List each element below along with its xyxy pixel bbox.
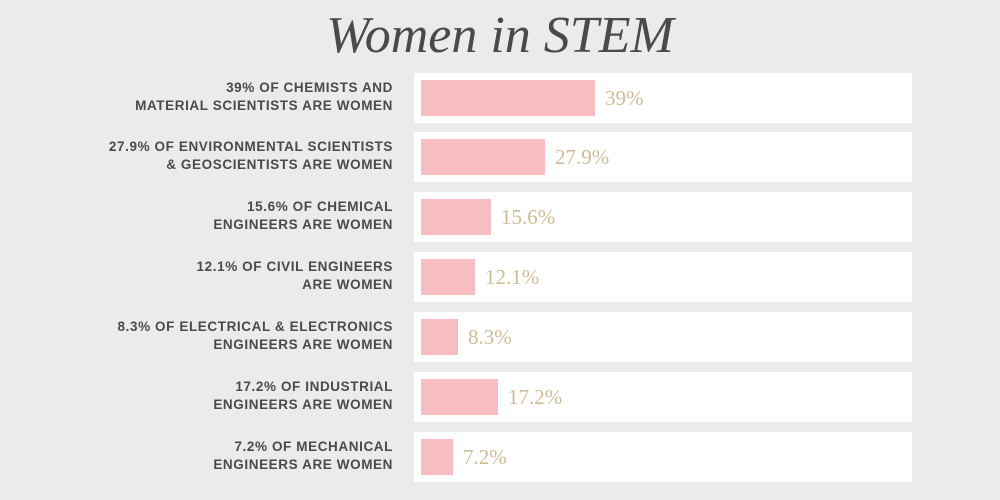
bar-track: 8.3% bbox=[414, 312, 912, 362]
category-label: 8.3% OF ELECTRICAL & ELECTRONICS ENGINEER… bbox=[13, 318, 393, 354]
bar bbox=[421, 439, 453, 475]
category-label: 27.9% OF ENVIRONMENTAL SCIENTISTS & GEOSC… bbox=[13, 138, 393, 174]
category-label-line: 8.3% OF ELECTRICAL & ELECTRONICS bbox=[117, 319, 393, 334]
chart-row: 7.2% OF MECHANICAL ENGINEERS ARE WOMEN 7.2… bbox=[0, 432, 1000, 482]
value-label: 12.1% bbox=[485, 265, 540, 289]
category-label-line: ENGINEERS ARE WOMEN bbox=[213, 397, 393, 412]
bar bbox=[421, 319, 458, 355]
chart-row: 8.3% OF ELECTRICAL & ELECTRONICS ENGINEER… bbox=[0, 312, 1000, 362]
bar bbox=[421, 259, 475, 295]
category-label-line: 27.9% OF ENVIRONMENTAL SCIENTISTS bbox=[108, 139, 393, 154]
category-label-line: 17.2% OF INDUSTRIAL bbox=[235, 379, 393, 394]
bar bbox=[421, 199, 491, 235]
chart-row: 39% OF CHEMISTS AND MATERIAL SCIENTISTS A… bbox=[0, 73, 1000, 123]
bar-track: 39% bbox=[414, 73, 912, 123]
value-label: 27.9% bbox=[555, 145, 610, 169]
chart-row: 12.1% OF CIVIL ENGINEERS ARE WOMEN 12.1% bbox=[0, 252, 1000, 302]
value-label: 17.2% bbox=[508, 385, 563, 409]
chart-row: 15.6% OF CHEMICAL ENGINEERS ARE WOMEN 15.6… bbox=[0, 192, 1000, 242]
bar-track: 15.6% bbox=[414, 192, 912, 242]
category-label-line: 7.2% OF MECHANICAL bbox=[234, 439, 393, 454]
category-label: 17.2% OF INDUSTRIAL ENGINEERS ARE WOMEN bbox=[13, 378, 393, 414]
bar-track: 7.2% bbox=[414, 432, 912, 482]
category-label-line: ENGINEERS ARE WOMEN bbox=[213, 457, 393, 472]
bar bbox=[421, 139, 545, 175]
category-label: 12.1% OF CIVIL ENGINEERS ARE WOMEN bbox=[13, 258, 393, 294]
category-label-line: ENGINEERS ARE WOMEN bbox=[213, 217, 393, 232]
value-label: 39% bbox=[605, 86, 644, 110]
bar-track: 17.2% bbox=[414, 372, 912, 422]
bar bbox=[421, 80, 595, 116]
value-label: 8.3% bbox=[468, 325, 512, 349]
category-label: 7.2% OF MECHANICAL ENGINEERS ARE WOMEN bbox=[13, 438, 393, 474]
category-label-line: ENGINEERS ARE WOMEN bbox=[213, 337, 393, 352]
bar bbox=[421, 379, 498, 415]
category-label-line: 12.1% OF CIVIL ENGINEERS bbox=[196, 259, 393, 274]
category-label: 39% OF CHEMISTS AND MATERIAL SCIENTISTS A… bbox=[13, 79, 393, 115]
category-label-line: 15.6% OF CHEMICAL bbox=[247, 199, 393, 214]
bar-track: 12.1% bbox=[414, 252, 912, 302]
category-label-line: MATERIAL SCIENTISTS ARE WOMEN bbox=[135, 98, 393, 113]
category-label-line: ARE WOMEN bbox=[302, 277, 393, 292]
chart-title: Women in STEM bbox=[326, 7, 674, 64]
category-label: 15.6% OF CHEMICAL ENGINEERS ARE WOMEN bbox=[13, 198, 393, 234]
category-label-line: & GEOSCIENTISTS ARE WOMEN bbox=[166, 157, 393, 172]
chart-row: 17.2% OF INDUSTRIAL ENGINEERS ARE WOMEN 17… bbox=[0, 372, 1000, 422]
value-label: 15.6% bbox=[501, 205, 556, 229]
bar-track: 27.9% bbox=[414, 132, 912, 182]
value-label: 7.2% bbox=[463, 445, 507, 469]
chart-row: 27.9% OF ENVIRONMENTAL SCIENTISTS & GEOSC… bbox=[0, 132, 1000, 182]
category-label-line: 39% OF CHEMISTS AND bbox=[226, 80, 393, 95]
